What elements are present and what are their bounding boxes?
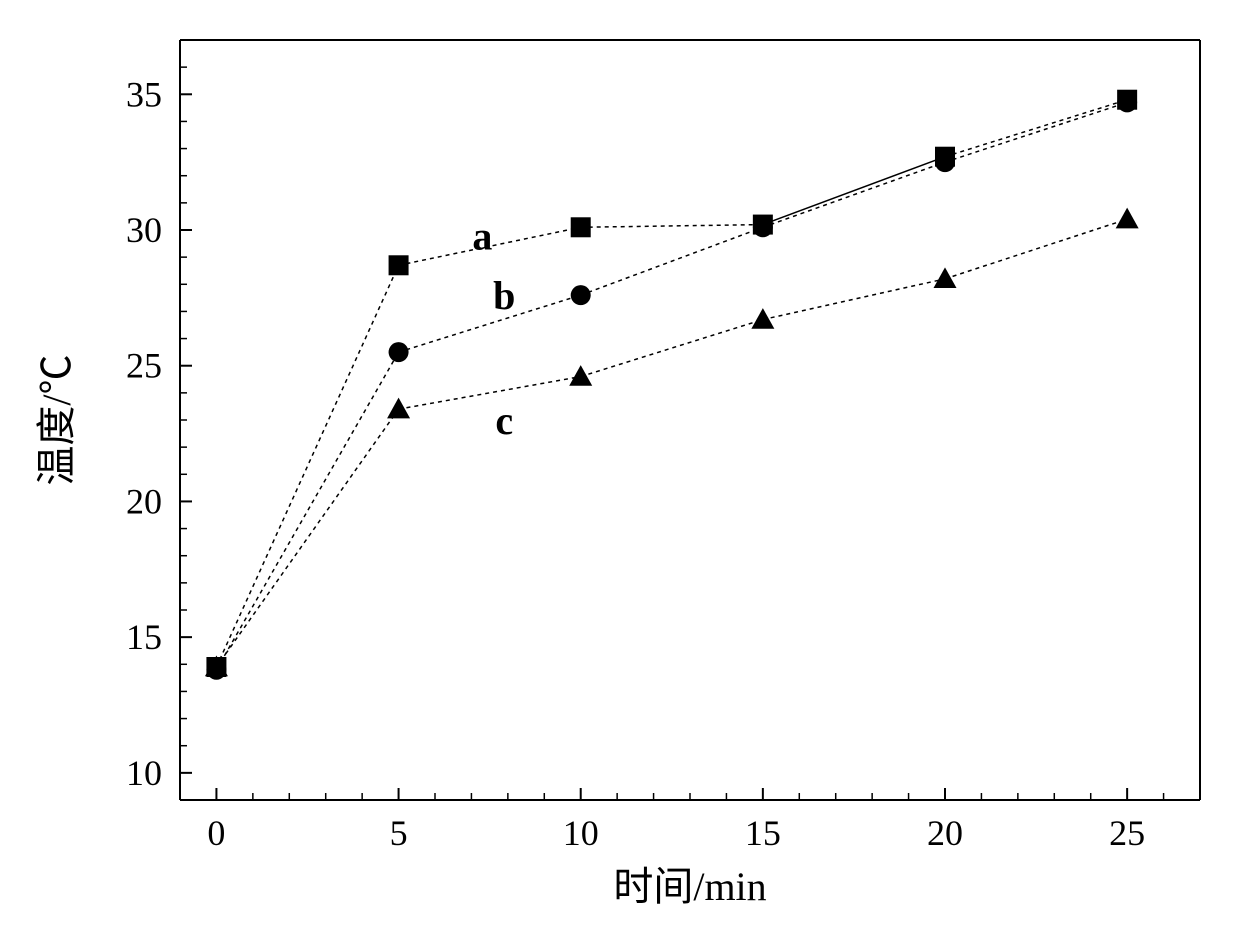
series-b-marker (753, 217, 773, 237)
x-tick-label: 5 (390, 813, 408, 853)
y-tick-label: 20 (126, 481, 162, 521)
chart-background (0, 0, 1240, 943)
series-b-marker (389, 342, 409, 362)
y-axis-label: 温度/℃ (34, 354, 79, 485)
y-tick-label: 10 (126, 753, 162, 793)
chart-container: 0 5 10 15 20 25 10 15 20 25 30 35 时间/min 温度/℃ ab c (0, 0, 1240, 943)
series-a-marker (571, 217, 591, 237)
y-tick-label: 35 (126, 74, 162, 114)
x-tick-label: 0 (207, 813, 225, 853)
series-b-marker (571, 285, 591, 305)
series-b-marker (1117, 92, 1137, 112)
x-axis-label: 时间/min (613, 864, 766, 909)
series-b-marker (935, 152, 955, 172)
series-b-label: b (493, 273, 515, 318)
y-tick-label: 30 (126, 210, 162, 250)
series-a-label: a (472, 213, 492, 258)
x-tick-label: 15 (745, 813, 781, 853)
x-tick-label: 10 (563, 813, 599, 853)
y-tick-label: 25 (126, 346, 162, 386)
x-tick-label: 20 (927, 813, 963, 853)
line-chart: 0 5 10 15 20 25 10 15 20 25 30 35 时间/min 温度/℃ ab c (0, 0, 1240, 943)
series-c-label: c (495, 398, 513, 443)
y-tick-label: 15 (126, 617, 162, 657)
x-tick-label: 25 (1109, 813, 1145, 853)
series-a-marker (389, 255, 409, 275)
